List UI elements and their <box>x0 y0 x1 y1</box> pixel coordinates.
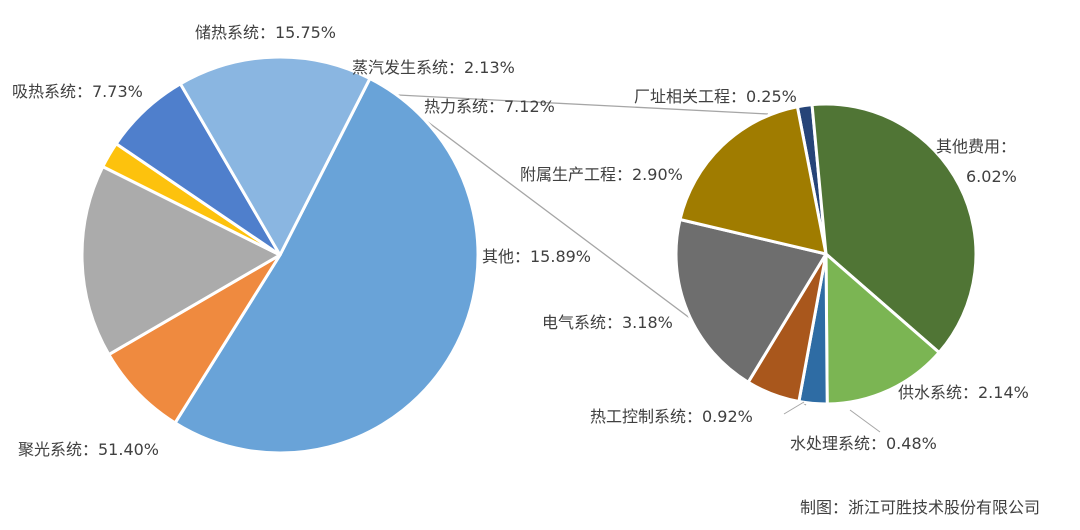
label-regong: 热工控制系统：0.92% <box>590 407 753 426</box>
data-labels: 聚光系统：51.40% 吸热系统：7.73% 储热系统：15.75% 蒸汽发生系… <box>12 23 1029 459</box>
label-reli: 热力系统：7.12% <box>424 97 555 116</box>
leader-lines <box>783 401 881 433</box>
label-changzhi: 厂址相关工程：0.25% <box>634 87 797 106</box>
secondary-pie <box>674 102 978 406</box>
label-gongshui: 供水系统：2.14% <box>898 383 1029 402</box>
main-slice-0 <box>173 77 480 455</box>
sub-slice-1 <box>810 102 978 355</box>
leader-line-0 <box>783 401 805 415</box>
label-dianqi: 电气系统：3.18% <box>542 313 673 332</box>
label-qitafeiyong-value: 6.02% <box>966 167 1017 186</box>
main-slice-5 <box>178 55 372 257</box>
label-chure: 储热系统：15.75% <box>195 23 336 42</box>
sub-slice-6 <box>678 105 828 256</box>
source-note: 制图：浙江可胜技术股份有限公司 <box>799 498 1040 517</box>
label-qita: 其他：15.89% <box>482 247 591 266</box>
label-jugugang: 聚光系统：51.40% <box>18 440 159 459</box>
main-pie <box>80 55 480 455</box>
label-shuichuli: 水处理系统：0.48% <box>790 434 937 453</box>
main-slice-2 <box>80 165 282 357</box>
label-xire: 吸热系统：7.73% <box>12 82 143 101</box>
main-slice-1 <box>107 253 282 425</box>
sub-slice-2 <box>824 252 941 406</box>
sub-slice-5 <box>674 217 828 384</box>
label-qitafeiyong-name: 其他费用： <box>936 137 1016 156</box>
leader-line-1 <box>849 409 881 433</box>
label-fushu: 附属生产工程：2.90% <box>520 165 683 184</box>
label-zhengqi: 蒸汽发生系统：2.13% <box>352 58 515 77</box>
